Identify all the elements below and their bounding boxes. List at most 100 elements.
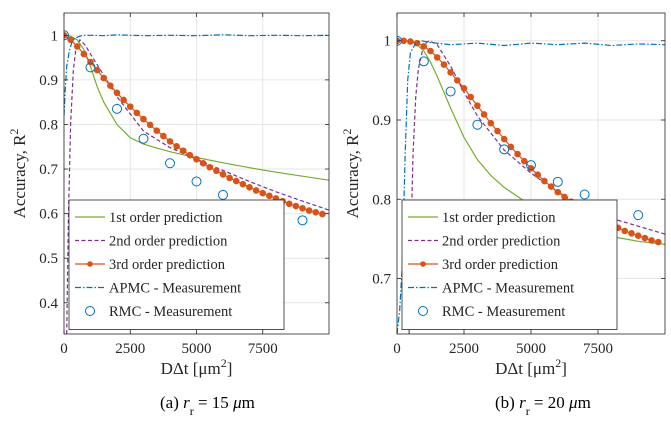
y-tick-label: 0.7: [39, 162, 58, 178]
x-tick-label: 2500: [449, 341, 479, 357]
data-point: [312, 208, 320, 216]
data-point: [226, 174, 233, 182]
data-point: [239, 180, 247, 188]
data-point: [552, 176, 563, 187]
legend-item: 2nd order prediction: [75, 234, 228, 250]
data-point: [87, 58, 94, 66]
data-point: [554, 188, 562, 196]
data-point: [133, 109, 141, 117]
data-point: [246, 184, 253, 191]
x-axis-label: DΔt [μm2]: [495, 356, 567, 378]
data-point: [494, 127, 501, 135]
y-tick-label: 0.9: [39, 73, 58, 89]
legend-item: APMC - Measurement: [408, 281, 574, 297]
data-point: [153, 127, 161, 134]
data-point: [285, 200, 293, 208]
y-tick-label: 1: [51, 28, 59, 44]
legend-label: APMC - Measurement: [442, 281, 574, 297]
ticks: 0 2500 5000 7500 0.4 0.5 0.6 0.7 0.8 0.9 1: [39, 13, 329, 357]
data-point: [191, 176, 202, 187]
data-point: [445, 86, 456, 97]
data-point: [266, 192, 273, 200]
legend-marker: [418, 306, 428, 316]
data-point: [547, 183, 555, 190]
data-point: [193, 155, 200, 163]
data-point: [165, 158, 175, 169]
data-point: [527, 165, 535, 172]
y-axis-label: Accuracy, R2: [7, 129, 29, 219]
data-point: [634, 232, 642, 240]
x-tick-label: 2500: [115, 341, 145, 357]
data-point: [460, 84, 468, 92]
legend-label: 3rd order prediction: [109, 257, 226, 273]
data-point: [440, 61, 448, 68]
data-point: [64, 30, 69, 41]
data-point: [487, 119, 495, 127]
data-point: [299, 204, 306, 212]
data-point: [206, 163, 214, 171]
data-point: [474, 102, 481, 110]
data-point: [541, 177, 548, 185]
data-point: [407, 38, 414, 45]
data-point: [397, 35, 402, 46]
legend-item: APMC - Measurement: [75, 281, 241, 297]
legend-item: 2nd order prediction: [408, 234, 561, 250]
legend-item: 1st order prediction: [408, 210, 556, 226]
panel-caption: (a) rr = 15 μm: [160, 393, 255, 418]
legend-marker: [87, 261, 93, 267]
legend-item: RMC - Measurement: [85, 304, 232, 320]
series-line: [64, 34, 329, 116]
data-point: [628, 230, 635, 237]
data-point: [633, 210, 644, 221]
data-point: [305, 207, 313, 214]
data-point: [160, 132, 167, 140]
data-point: [112, 103, 122, 114]
legend-marker: [420, 261, 426, 267]
data-point: [219, 171, 227, 178]
legend-label: APMC - Measurement: [109, 281, 241, 297]
data-point: [218, 189, 228, 200]
series-line: [66, 38, 329, 334]
legend-label: RMC - Measurement: [109, 304, 232, 320]
data-point: [80, 50, 88, 58]
legend-item: RMC - Measurement: [418, 304, 565, 320]
series-2nd-order-prediction: [66, 38, 329, 334]
y-tick-label: 0.7: [372, 272, 391, 288]
legend-item: 3rd order prediction: [75, 257, 226, 273]
data-point: [292, 202, 300, 210]
legend: 1st order prediction 2nd order prediction…: [68, 199, 285, 330]
legend-item: 3rd order prediction: [408, 257, 559, 273]
y-axis-label: Accuracy, R2: [340, 129, 362, 219]
data-point: [655, 238, 662, 246]
data-point: [259, 189, 267, 197]
data-point: [186, 151, 194, 159]
x-tick-label: 5000: [182, 341, 212, 357]
y-tick-label: 0.8: [372, 192, 391, 208]
data-point: [641, 234, 649, 242]
data-point: [514, 150, 521, 158]
y-tick-label: 1: [384, 34, 392, 50]
panel-caption: (b) rr = 20 μm: [495, 393, 591, 418]
data-point: [454, 77, 461, 84]
x-axis-label: DΔt [μm2]: [161, 356, 233, 378]
legend-label: 3rd order prediction: [442, 257, 559, 273]
data-point: [427, 47, 434, 55]
data-point: [138, 133, 149, 144]
data-point: [447, 69, 454, 76]
data-point: [73, 43, 81, 50]
legend-item: 1st order prediction: [75, 210, 223, 226]
data-point: [420, 42, 428, 50]
legend-label: 1st order prediction: [442, 210, 556, 226]
y-tick-label: 0.8: [39, 117, 58, 133]
series-line: [64, 34, 329, 181]
data-point: [199, 159, 207, 167]
data-point: [146, 121, 154, 129]
x-tick-label: 7500: [583, 341, 613, 357]
data-point: [526, 160, 536, 171]
data-point: [107, 82, 114, 89]
data-point: [120, 96, 127, 104]
data-point: [500, 135, 508, 143]
legend-label: 2nd order prediction: [109, 234, 228, 250]
data-point: [467, 93, 475, 101]
series-rmc-measurement: [397, 35, 644, 221]
